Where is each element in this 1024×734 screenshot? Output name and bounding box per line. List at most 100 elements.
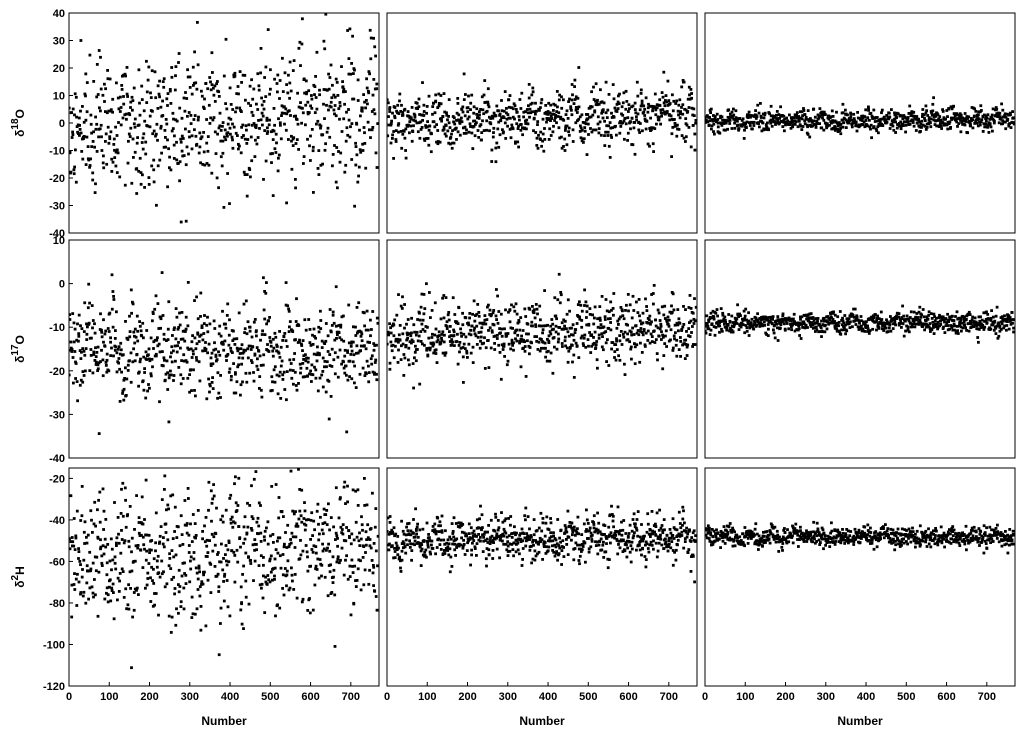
data-point [146, 577, 150, 580]
data-point [503, 121, 507, 125]
data-point [538, 349, 542, 353]
data-point [278, 97, 281, 100]
data-point [606, 108, 610, 112]
data-point [617, 102, 621, 105]
data-point [631, 294, 635, 298]
data-point [571, 333, 575, 337]
data-point [151, 132, 155, 136]
data-point [938, 122, 942, 125]
data-point [187, 130, 191, 133]
data-point [924, 128, 928, 131]
data-point [582, 141, 585, 144]
data-point [494, 160, 498, 164]
data-point [744, 324, 748, 327]
data-point [767, 327, 770, 331]
data-point [624, 122, 628, 126]
data-point [342, 314, 345, 318]
data-point [95, 150, 99, 153]
data-point [629, 345, 633, 349]
data-point [802, 107, 805, 110]
data-point [691, 325, 694, 328]
data-point [218, 353, 222, 357]
data-point [156, 344, 160, 348]
data-point [836, 127, 840, 131]
data-point [949, 324, 952, 327]
data-point [546, 113, 550, 116]
data-point [657, 311, 661, 315]
data-point [909, 322, 912, 325]
data-point [322, 39, 326, 43]
data-point [399, 358, 403, 361]
data-point [287, 330, 291, 333]
data-point [274, 151, 278, 154]
data-point [768, 112, 771, 116]
y-tick-label: -20 [49, 366, 65, 378]
data-point [741, 319, 745, 322]
data-point [728, 122, 732, 125]
data-point [728, 328, 732, 332]
data-point [932, 312, 936, 316]
data-point [370, 328, 373, 331]
data-point [743, 128, 746, 132]
data-point [537, 340, 541, 344]
data-point [547, 341, 551, 344]
data-point [803, 322, 806, 326]
data-point [686, 343, 690, 347]
data-point [872, 108, 876, 112]
data-point [739, 325, 743, 329]
data-point [395, 313, 399, 317]
data-point [173, 344, 177, 348]
data-point [597, 333, 601, 337]
data-point [725, 326, 729, 330]
data-point [961, 116, 965, 120]
data-point [759, 321, 762, 325]
data-point [632, 126, 636, 130]
data-point [421, 119, 424, 122]
data-point [233, 71, 237, 75]
data-point [742, 137, 746, 140]
data-point [630, 316, 634, 320]
data-point [518, 118, 521, 122]
data-point [433, 125, 437, 129]
data-point [188, 86, 192, 89]
data-point [737, 128, 740, 132]
data-point [670, 311, 674, 314]
data-point [93, 359, 97, 362]
data-point [504, 332, 508, 336]
data-point [645, 309, 649, 312]
data-point [776, 326, 779, 330]
data-point [821, 323, 825, 326]
data-point [439, 94, 443, 97]
data-point [464, 93, 467, 96]
data-point [781, 317, 784, 321]
data-point [152, 158, 156, 162]
data-point [126, 603, 130, 607]
data-point [662, 354, 666, 357]
data-point [574, 341, 578, 345]
data-point [511, 327, 514, 330]
data-point [795, 328, 799, 331]
data-point [214, 355, 218, 358]
data-point [571, 128, 575, 132]
data-point [758, 317, 762, 320]
data-point [420, 126, 424, 129]
data-point [371, 370, 375, 374]
data-point [437, 92, 441, 96]
data-point [347, 57, 351, 60]
data-point [651, 142, 655, 146]
data-point [679, 355, 682, 358]
data-point [205, 162, 209, 165]
data-point [984, 122, 988, 126]
data-point [550, 318, 554, 321]
data-point [269, 87, 272, 91]
data-point [148, 114, 152, 118]
data-point [574, 121, 578, 125]
data-point [164, 522, 168, 526]
data-point [528, 107, 532, 111]
data-point [91, 561, 95, 565]
data-point [474, 334, 478, 338]
data-point [980, 318, 984, 322]
data-point [548, 127, 552, 131]
data-point [752, 124, 756, 127]
data-point [898, 322, 901, 325]
